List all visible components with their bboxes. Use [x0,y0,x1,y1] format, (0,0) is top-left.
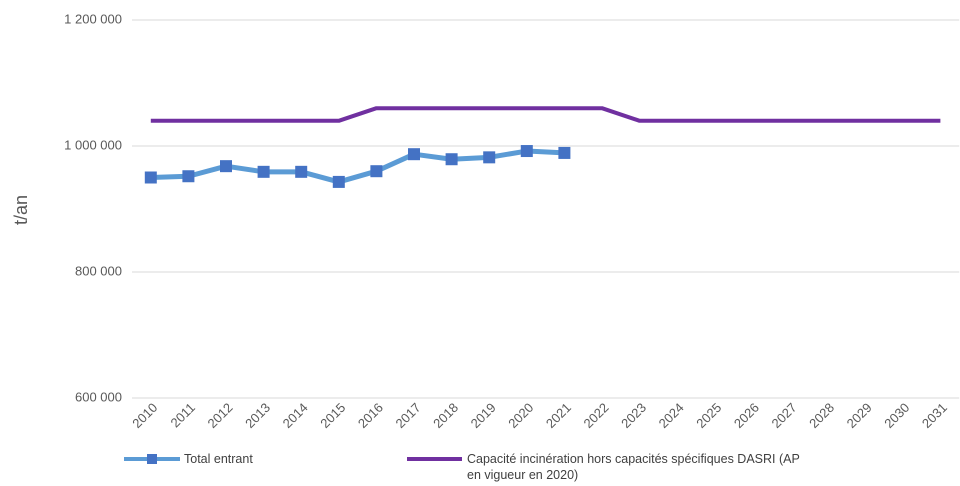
data-point [558,146,571,159]
x-tick-label: 2019 [468,400,499,431]
x-tick-label: 2022 [580,400,611,431]
data-point [370,165,383,178]
legend-label: Capacité incinération hors capacités spé… [467,452,800,482]
x-tick-label: 2010 [129,400,160,431]
legend-marker [147,454,157,464]
x-tick-label: 2029 [844,400,875,431]
x-tick-label: 2020 [505,400,536,431]
y-tick-label: 600 000 [75,389,122,404]
x-tick-label: 2021 [543,400,574,431]
y-tick-label: 800 000 [75,263,122,278]
y-tick-label: 1 000 000 [64,137,122,152]
x-tick-label: 2028 [806,400,837,431]
x-tick-label: 2023 [618,400,649,431]
data-point [483,151,496,164]
x-tick-label: 2011 [168,400,198,430]
x-tick-label: 2014 [280,400,311,431]
y-axis-label: t/an [11,195,31,225]
data-point [332,175,345,188]
x-tick-label: 2012 [204,400,235,431]
x-tick-label: 2024 [656,400,687,431]
x-tick-label: 2031 [919,400,950,431]
x-tick-label: 2013 [242,400,273,431]
x-tick-label: 2017 [392,400,423,431]
data-point [408,148,420,161]
data-point [182,170,195,183]
series-line [150,148,565,185]
series-line [150,106,941,123]
x-tick-label: 2018 [430,400,461,431]
data-point [257,165,270,178]
x-tick-label: 2026 [731,400,762,431]
y-tick-label: 1 200 000 [64,11,122,26]
legend-label: Total entrant [184,452,253,466]
x-tick-label: 2030 [881,400,912,431]
data-point [220,160,232,173]
data-point [445,153,458,166]
x-tick-label: 2016 [355,400,386,431]
x-tick-label: 2015 [317,400,348,431]
x-tick-label: 2027 [768,400,799,431]
x-tick-label: 2025 [693,400,724,431]
data-point [520,145,533,158]
data-point [295,165,308,178]
data-point [144,171,157,184]
